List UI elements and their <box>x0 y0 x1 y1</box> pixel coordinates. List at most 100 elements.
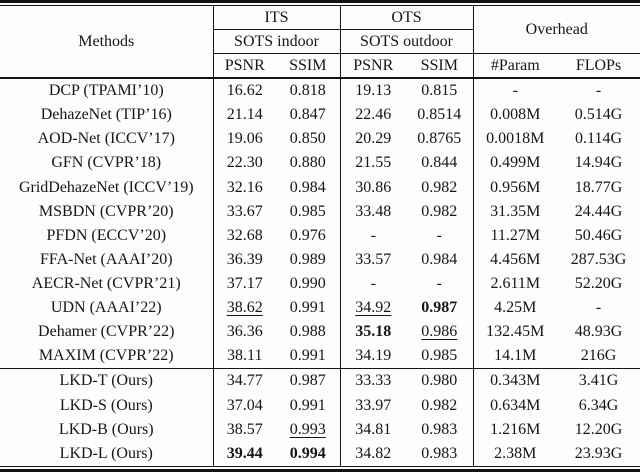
cell-ots-psnr: 33.48 <box>355 202 392 220</box>
cell-param: 11.27M <box>490 226 541 244</box>
cell-ots-psnr: 34.82 <box>355 444 392 462</box>
cell-param: 0.956M <box>490 178 541 196</box>
cell-its-ssim: 0.847 <box>276 103 341 128</box>
cell-ots-psnr: 33.97 <box>355 396 392 414</box>
cell-ots-psnr: 35.18 <box>355 323 392 341</box>
table-row: AECR-Net (CVPR’21) 37.17 0.990 - - 2.611… <box>0 271 640 296</box>
cell-its-psnr: 37.17 <box>226 274 263 292</box>
cell-flops: 50.46G <box>574 226 623 244</box>
cell-its-psnr: 37.04 <box>226 396 263 414</box>
table-row: FFA-Net (AAAI’20) 36.39 0.989 33.57 0.98… <box>0 247 640 272</box>
cell-ots-psnr: 34.81 <box>355 420 392 438</box>
table-row: AOD-Net (ICCV’17) 19.06 0.850 20.29 0.87… <box>0 127 640 152</box>
cell-its-psnr: 21.14 <box>226 106 263 124</box>
cell-param: 0.0018M <box>486 130 545 148</box>
cell-its-ssim: 0.991 <box>276 344 341 370</box>
cell-method: FFA-Net (AAAI’20) <box>0 247 214 272</box>
header-its-ssim: SSIM <box>276 53 341 79</box>
cell-param: 31.35M <box>490 202 541 220</box>
cell-method: GridDehazeNet (ICCV’19) <box>0 175 214 200</box>
cell-param: 1.216M <box>490 420 541 438</box>
cell-its-ssim: 0.990 <box>276 271 341 296</box>
cell-its-ssim: 0.991 <box>276 393 341 418</box>
cell-flops: 24.44G <box>574 202 623 220</box>
cell-method: MSBDN (CVPR’20) <box>0 199 214 224</box>
table-row: LKD-S (Ours) 37.04 0.991 33.97 0.982 0.6… <box>0 393 640 418</box>
cell-ots-psnr: 33.57 <box>355 250 392 268</box>
cell-flops: 14.94G <box>574 154 623 172</box>
cell-param: 2.611M <box>490 274 541 292</box>
cell-ots-ssim: 0.982 <box>406 175 474 200</box>
table-row: LKD-L (Ours) 39.44 0.994 34.82 0.983 2.3… <box>0 441 640 466</box>
cell-method: MAXIM (CVPR’22) <box>0 344 214 370</box>
cell-its-psnr: 19.06 <box>226 130 263 148</box>
cell-flops: 0.514G <box>574 106 623 124</box>
cell-ots-ssim: 0.844 <box>406 151 474 176</box>
cell-method: LKD-B (Ours) <box>0 417 214 442</box>
cell-param: 0.343M <box>490 372 541 390</box>
bottom-rule-thick <box>0 469 640 472</box>
cell-method: PFDN (ECCV’20) <box>0 223 214 248</box>
cell-ots-psnr: - <box>370 274 376 292</box>
cell-method: LKD-T (Ours) <box>0 368 214 394</box>
cell-ots-ssim: 0.983 <box>406 441 474 466</box>
cell-its-psnr: 38.62 <box>226 299 263 317</box>
header-ots: OTS <box>340 6 474 30</box>
table-row: GridDehazeNet (ICCV’19) 32.16 0.984 30.8… <box>0 175 640 200</box>
cell-ots-ssim: 0.984 <box>406 247 474 272</box>
cell-ots-ssim: 0.982 <box>406 199 474 224</box>
cell-ots-ssim: 0.982 <box>406 393 474 418</box>
cell-ots-ssim: 0.815 <box>406 78 474 104</box>
cell-ots-psnr: 34.92 <box>355 299 392 317</box>
header-row-groups: Methods ITS OTS Overhead <box>0 6 640 79</box>
table-row: LKD-B (Ours) 38.57 0.993 34.81 0.983 1.2… <box>0 417 640 442</box>
cell-ots-psnr: 34.19 <box>340 344 406 370</box>
cell-its-psnr: 38.11 <box>213 344 276 370</box>
cell-method: AOD-Net (ICCV’17) <box>0 127 214 152</box>
header-ots-psnr: PSNR <box>340 53 406 79</box>
cell-its-ssim: 0.988 <box>276 320 341 345</box>
cell-its-psnr: 16.62 <box>226 82 263 100</box>
cell-its-psnr: 22.30 <box>226 154 263 172</box>
header-sots-indoor: SOTS indoor <box>213 29 341 54</box>
cell-ots-psnr: 21.55 <box>355 154 392 172</box>
table-row: GFN (CVPR’18) 22.30 0.880 21.55 0.844 0.… <box>0 151 640 176</box>
cell-ots-psnr: 30.86 <box>355 178 392 196</box>
cell-its-psnr: 33.67 <box>226 202 263 220</box>
cell-ots-psnr: 33.33 <box>355 372 392 390</box>
cell-ots-psnr: 22.46 <box>355 106 392 124</box>
cell-its-ssim: 0.985 <box>276 199 341 224</box>
cell-its-psnr: 39.44 <box>226 444 263 462</box>
header-its: ITS <box>213 6 341 30</box>
header-flops: FLOPs <box>557 53 640 79</box>
cell-its-psnr: 32.16 <box>226 178 263 196</box>
cell-method: LKD-S (Ours) <box>0 393 214 418</box>
top-rule-gap <box>0 3 640 5</box>
cell-its-ssim: 0.993 <box>276 417 341 442</box>
cell-ots-ssim: - <box>406 223 474 248</box>
header-its-psnr: PSNR <box>213 53 276 79</box>
table-body: DCP (TPAMI’10) 16.62 0.818 19.13 0.815 -… <box>0 78 640 466</box>
cell-its-ssim: 0.994 <box>276 441 341 466</box>
header-row-datasets: SOTS indoor SOTS outdoor <box>0 29 640 54</box>
cell-its-ssim: 0.880 <box>276 151 341 176</box>
table-row: LKD-T (Ours) 34.77 0.987 33.33 0.980 0.3… <box>0 368 640 394</box>
cell-method: GFN (CVPR’18) <box>0 151 214 176</box>
cell-ots-ssim: 0.8765 <box>406 127 474 152</box>
cell-ots-ssim: 0.8514 <box>406 103 474 128</box>
cell-ots-psnr: 20.29 <box>355 130 392 148</box>
header-ots-ssim: SSIM <box>406 53 474 79</box>
cell-flops: - <box>595 299 602 317</box>
cell-its-ssim: 0.818 <box>276 78 341 104</box>
cell-param: 132.45M <box>486 323 545 341</box>
cell-param: 4.25M <box>494 299 537 317</box>
top-rule-thin <box>0 5 640 6</box>
cell-param: - <box>512 82 518 100</box>
header-overhead: Overhead <box>473 6 640 54</box>
cell-method: LKD-L (Ours) <box>0 441 214 466</box>
cell-method: DehazeNet (TIP’16) <box>0 103 214 128</box>
cell-its-psnr: 36.36 <box>226 323 263 341</box>
table-row: MSBDN (CVPR’20) 33.67 0.985 33.48 0.982 … <box>0 199 640 224</box>
cell-its-psnr: 36.39 <box>226 250 263 268</box>
